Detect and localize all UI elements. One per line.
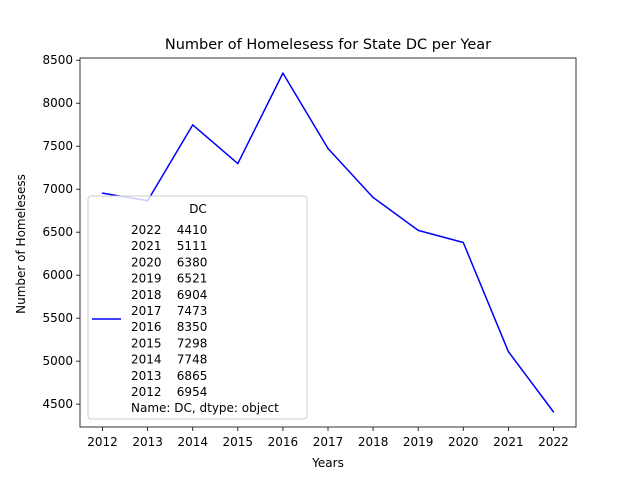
x-tick-label: 2021 — [493, 435, 524, 449]
chart-title: Number of Homelesess for State DC per Ye… — [165, 37, 491, 53]
data-point — [282, 72, 284, 74]
legend-line: 2013 6865 — [131, 369, 207, 383]
y-axis-label: Number of Homelesess — [14, 174, 28, 314]
data-point — [462, 241, 465, 244]
x-tick-label: 2019 — [403, 435, 434, 449]
x-axis-ticks: 2012 2013 2014 2015 2016 2017 2018 2019 2020 2021… — [87, 427, 569, 449]
y-axis-ticks: 4500 5000 5500 6000 6500 7000 7500 8000 8500 — [42, 53, 80, 411]
legend-entry-text: 2022 4410 2021 5111 2020 6380 2019 6521 2018… — [131, 223, 279, 415]
data-point — [327, 147, 329, 150]
x-tick-label: 2012 — [87, 435, 118, 449]
legend-box — [87, 195, 308, 420]
data-point — [101, 192, 104, 194]
data-point — [417, 229, 419, 232]
legend-line: 2020 6380 — [131, 255, 207, 269]
data-point — [372, 196, 374, 199]
y-tick-label: 8500 — [42, 53, 73, 67]
x-tick-label: 2016 — [268, 435, 299, 449]
legend-line: 2019 6521 — [131, 272, 207, 286]
legend-line: 2014 7748 — [131, 353, 207, 367]
data-point — [507, 350, 510, 353]
y-tick-label: 8000 — [42, 96, 73, 110]
y-tick-label: 5500 — [42, 311, 73, 325]
y-tick-label: 5000 — [42, 354, 73, 368]
y-tick-label: 6000 — [42, 268, 73, 282]
legend-line: 2015 7298 — [131, 336, 207, 350]
y-tick-label: 4500 — [42, 397, 73, 411]
legend-line: 2022 4410 — [131, 223, 207, 237]
x-tick-label: 2018 — [358, 435, 389, 449]
data-point — [191, 124, 194, 126]
y-tick-label: 7500 — [42, 139, 73, 153]
legend-line: 2021 5111 — [131, 239, 207, 253]
legend-line: 2018 6904 — [131, 288, 207, 302]
legend-line: 2017 7473 — [131, 304, 207, 318]
x-tick-label: 2022 — [538, 435, 569, 449]
data-point — [237, 162, 239, 165]
x-tick-label: 2020 — [448, 435, 479, 449]
legend-line: Name: DC, dtype: object — [131, 401, 279, 415]
legend-line: 2012 6954 — [131, 385, 207, 399]
x-axis-label: Years — [311, 456, 344, 470]
data-point — [552, 411, 555, 413]
y-tick-label: 7000 — [42, 182, 73, 196]
x-tick-label: 2015 — [223, 435, 254, 449]
x-tick-label: 2014 — [177, 435, 208, 449]
legend-line: 2016 8350 — [131, 320, 207, 334]
y-tick-label: 6500 — [42, 225, 73, 239]
x-tick-label: 2017 — [313, 435, 344, 449]
legend-title: DC — [189, 202, 207, 216]
series-layer — [101, 72, 555, 413]
x-tick-label: 2013 — [132, 435, 163, 449]
